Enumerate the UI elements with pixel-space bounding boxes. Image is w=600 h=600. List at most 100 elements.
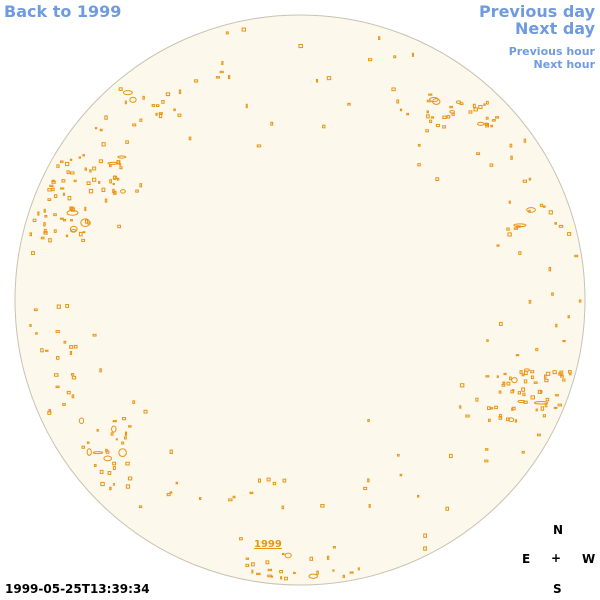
contour-mark [251,562,255,567]
contour-mark [472,103,476,108]
compass-center-mark: + [551,551,562,565]
contour-mark [473,107,478,112]
contour-mark [542,414,547,418]
contour-mark [47,188,52,192]
contour-mark [117,155,127,159]
contour-mark [29,232,33,237]
contour-mark [96,428,99,432]
contour-mark [459,383,465,388]
contour-mark [86,441,90,444]
contour-mark [551,292,554,296]
contour-mark [523,368,530,372]
contour-mark [135,189,139,193]
contour-mark [523,138,527,143]
compass-west: W [582,552,596,566]
contour-mark [498,390,502,394]
contour-mark [92,451,104,455]
contour-mark [555,323,558,328]
contour-mark [71,394,75,399]
contour-mark [281,552,285,556]
contour-mark [173,108,176,112]
contour-mark [530,375,534,380]
contour-mark [60,187,65,190]
contour-mark [442,115,447,120]
contour-mark [177,113,182,117]
contour-mark [67,195,72,201]
contour-mark [485,116,489,120]
contour-mark [139,183,143,188]
contour-mark [417,494,420,498]
contour-mark [448,453,453,459]
contour-mark [417,143,421,147]
contour-mark [399,108,403,112]
contour-mark [155,112,158,116]
contour-mark [69,345,74,349]
contour-mark [485,122,489,126]
contour-mark [521,450,525,454]
contour-mark [99,469,104,474]
contour-mark [489,163,494,167]
contour-mark [498,416,503,420]
contour-mark [158,112,163,115]
next-day-link[interactable]: Next day [515,19,595,38]
contour-mark [43,222,46,227]
contour-mark [84,219,89,224]
contour-mark [502,381,506,384]
year-link[interactable]: 1999 [254,539,282,550]
contour-mark [124,431,128,436]
contour-mark [35,332,38,335]
contour-mark [533,401,549,405]
previous-hour-link[interactable]: Previous hour [508,45,595,58]
contour-mark [367,58,373,62]
contour-mark [397,453,400,457]
contour-mark [98,159,104,164]
previous-day-link[interactable]: Previous day [478,2,595,21]
contour-mark [513,227,518,230]
contour-mark [266,477,271,482]
contour-mark [124,436,127,440]
contour-mark [514,419,518,423]
contour-mark [489,407,494,410]
contour-mark [194,79,199,83]
contour-mark [116,177,120,181]
contour-mark [426,110,429,114]
contour-mark [393,55,397,59]
contour-mark [574,254,579,258]
contour-mark [33,308,38,312]
contour-mark [62,403,66,407]
contour-mark [485,375,490,378]
contour-mark [249,491,254,495]
contour-mark [48,408,51,413]
contour-mark [66,390,71,395]
contour-mark [241,27,247,32]
next-hour-link[interactable]: Next hour [533,58,596,71]
contour-mark [501,383,506,387]
contour-mark [70,229,77,233]
contour-mark [284,552,292,559]
contour-mark [169,449,173,454]
contour-mark [178,89,182,94]
contour-mark [113,175,117,180]
contour-mark [557,403,562,407]
contour-mark [215,76,221,79]
contour-mark [455,100,462,104]
contour-mark [92,333,97,337]
contour-mark [225,31,229,35]
back-to-year-link[interactable]: Back to 1999 [4,2,122,21]
contour-mark [505,417,510,421]
contour-mark [528,299,532,304]
contour-mark [105,450,110,454]
contour-mark [270,575,274,578]
contour-mark [128,425,132,428]
contour-mark [320,504,325,508]
contour-mark [544,378,549,383]
contour-mark [51,180,56,184]
contour-mark [521,373,525,377]
contour-mark [486,339,489,342]
contour-mark [368,504,371,508]
contour-mark [245,563,250,568]
contour-mark [125,461,130,466]
contour-mark [31,251,35,255]
contour-mark [151,104,156,107]
contour-mark [567,232,572,236]
